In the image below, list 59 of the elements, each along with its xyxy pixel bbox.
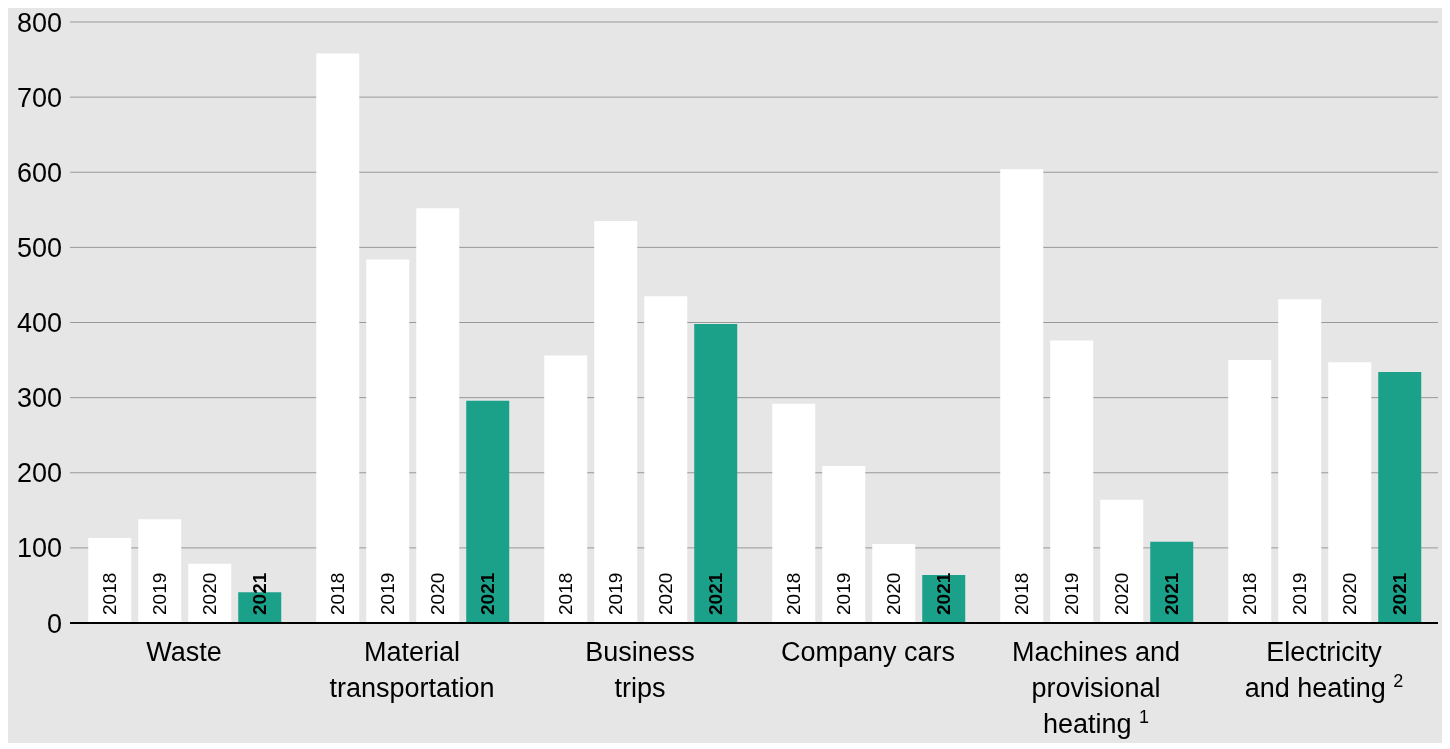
y-tick-label: 600 [16, 157, 62, 188]
x-tick-label: Electricity and heating $^{2}$ [1244, 637, 1404, 703]
text: 2021 [705, 572, 727, 615]
bar [772, 403, 816, 623]
text: 2019 [1061, 572, 1083, 615]
y-tick-label: 0 [46, 608, 62, 639]
bar [1000, 169, 1044, 623]
bar [594, 221, 638, 623]
text: 2018 [1011, 572, 1033, 615]
text: 2021 [933, 572, 955, 615]
bar [1100, 499, 1144, 623]
text: 2019 [833, 572, 855, 615]
text: 2018 [555, 572, 577, 615]
y-tick-label: 100 [16, 533, 62, 564]
text: 2018 [783, 572, 805, 615]
y-tick-label: 700 [16, 82, 62, 113]
text: 2021 [477, 572, 499, 615]
text: 2019 [1289, 572, 1311, 615]
y-tick-label: 200 [16, 458, 62, 489]
text: 2020 [883, 572, 905, 615]
bar [466, 400, 510, 623]
series-label: 2018 [99, 572, 121, 615]
text: 2020 [655, 572, 677, 615]
bar [416, 208, 460, 623]
bar [644, 296, 688, 623]
text: 2021 [1161, 572, 1183, 615]
x-tick-label: Material transportation [329, 637, 495, 703]
y-tick-label: 500 [16, 232, 62, 263]
text: 2019 [377, 572, 399, 615]
bar [822, 465, 866, 623]
bar [872, 544, 916, 623]
y-tick-label: 400 [16, 308, 62, 339]
text: 2018 [327, 572, 349, 615]
text: 2020 [427, 572, 449, 615]
text: 2020 [1339, 572, 1361, 615]
bar [694, 324, 738, 623]
bar [366, 259, 410, 623]
y-tick-label: 800 [16, 7, 62, 38]
text: 2021 [1389, 572, 1411, 615]
bar [1378, 372, 1422, 623]
bar [88, 538, 132, 623]
series-label: 2019 [149, 572, 171, 615]
bar [1050, 340, 1094, 623]
x-tick-label: Machines and provisional heating $^{1}$ [1011, 637, 1181, 739]
series-label: 2020 [199, 572, 221, 615]
text: 2020 [1111, 572, 1133, 615]
bar [316, 53, 360, 623]
bar [1278, 299, 1322, 623]
x-tick-label: Waste [146, 637, 222, 667]
y-tick-label: 300 [16, 383, 62, 414]
bar [1228, 360, 1272, 623]
x-tick-label: Company cars [780, 637, 956, 667]
bar [544, 355, 588, 623]
text: 2019 [605, 572, 627, 615]
x-tick-label: Business trips [585, 637, 695, 703]
bar [1328, 362, 1372, 623]
series-label: 2021 [249, 572, 271, 615]
bar [138, 519, 182, 623]
text: 2018 [1239, 572, 1261, 615]
